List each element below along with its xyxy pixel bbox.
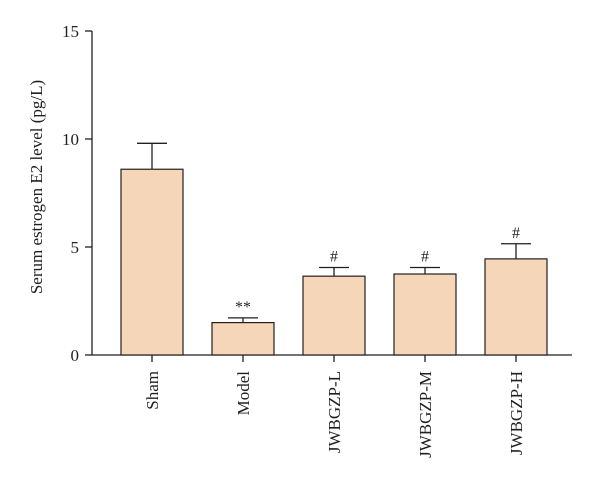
bar-jwbgzp-l bbox=[302, 275, 366, 356]
y-tick-label: 5 bbox=[71, 238, 80, 257]
y-axis-title: Serum estrogen E2 level (pg/L) bbox=[27, 80, 46, 294]
bar-jwbgzp-m bbox=[393, 273, 457, 356]
category-label: JWBGZP-H bbox=[507, 371, 526, 455]
category-label: JWBGZP-M bbox=[416, 371, 435, 458]
bars bbox=[120, 168, 548, 356]
y-tick-label: 0 bbox=[71, 346, 80, 365]
significance-annotations: ** # # # bbox=[235, 225, 520, 316]
significance-mark: # bbox=[330, 249, 338, 266]
error-bars bbox=[137, 142, 531, 323]
category-label: Model bbox=[234, 371, 253, 416]
y-tick-label: 15 bbox=[62, 22, 79, 41]
bar-jwbgzp-h bbox=[484, 258, 548, 356]
bar-model bbox=[211, 322, 275, 356]
category-labels: Sham Model JWBGZP-L JWBGZP-M JWBGZP-H bbox=[143, 371, 526, 458]
significance-mark: # bbox=[421, 249, 429, 266]
x-axis bbox=[92, 354, 572, 362]
significance-mark: ** bbox=[235, 299, 251, 316]
category-label: Sham bbox=[143, 371, 162, 410]
y-axis: 0 5 10 15 bbox=[62, 22, 93, 365]
category-label: JWBGZP-L bbox=[325, 371, 344, 453]
significance-mark: # bbox=[512, 225, 520, 242]
bar-sham bbox=[120, 168, 184, 356]
y-tick-label: 10 bbox=[62, 130, 79, 149]
